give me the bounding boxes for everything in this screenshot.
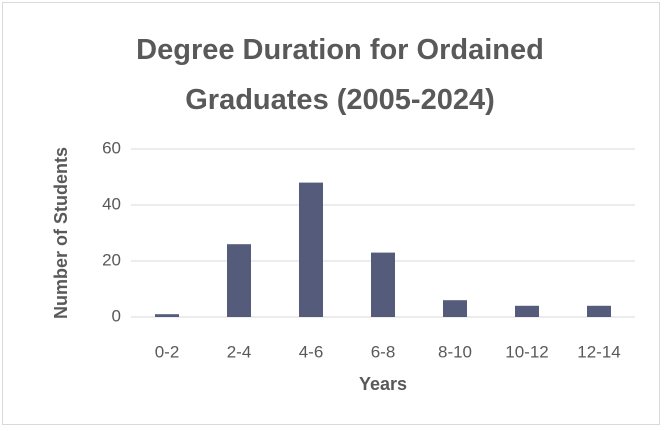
chart-title: Degree Duration for Ordained Graduates (… bbox=[136, 34, 544, 116]
bar bbox=[299, 182, 323, 317]
bar bbox=[587, 305, 611, 317]
y-tick-label: 0 bbox=[112, 306, 121, 325]
x-tick-label: 4-6 bbox=[299, 342, 324, 361]
x-tick-label: 6-8 bbox=[371, 342, 396, 361]
x-tick-label: 10-12 bbox=[505, 342, 548, 361]
x-tick-label: 8-10 bbox=[438, 342, 472, 361]
bar bbox=[443, 300, 467, 317]
y-axis-title: Number of Students bbox=[51, 147, 71, 319]
bar bbox=[227, 244, 251, 317]
x-tick-label: 2-4 bbox=[227, 342, 252, 361]
chart-border bbox=[2, 2, 660, 425]
bar bbox=[515, 305, 539, 317]
x-tick-label: 0-2 bbox=[155, 342, 180, 361]
bar bbox=[155, 314, 179, 317]
y-tick-label: 20 bbox=[102, 250, 121, 269]
y-tick-label: 40 bbox=[102, 194, 121, 213]
bar bbox=[371, 252, 395, 317]
x-axis-title: Years bbox=[359, 374, 407, 394]
y-tick-label: 60 bbox=[102, 138, 121, 157]
x-tick-label: 12-14 bbox=[577, 342, 620, 361]
